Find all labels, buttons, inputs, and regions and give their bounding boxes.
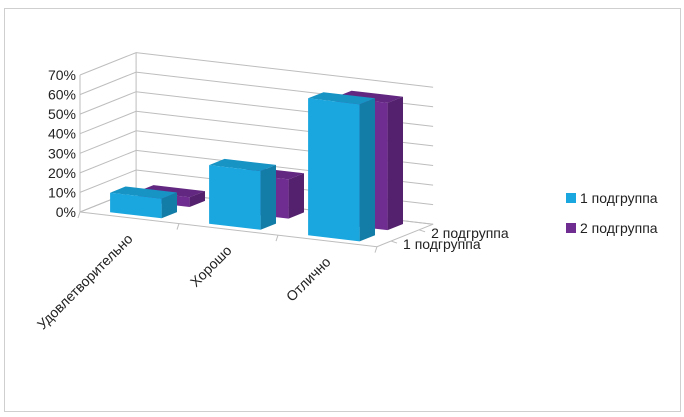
y-tick-label: 40% (48, 126, 76, 142)
bar-side (189, 191, 205, 207)
bar-side (387, 96, 403, 231)
bar-top (110, 186, 177, 199)
bar-top (308, 92, 375, 105)
x-tick-mark (77, 211, 81, 219)
bar-side (288, 173, 304, 219)
depth-axis-label: 1 подгруппа (403, 236, 481, 252)
depth-axis-label: 2 подгруппа (431, 225, 509, 241)
category-label: Удовлетворительно (34, 230, 136, 332)
bar-top (336, 90, 403, 103)
y-tick-label: 30% (48, 145, 76, 161)
legend-label: 1 подгруппа (580, 190, 658, 206)
depth-tick-mark (390, 240, 398, 244)
y-tick-label: 50% (48, 106, 76, 122)
bar-front (209, 165, 261, 230)
legend-swatch (566, 193, 576, 203)
y-tick-label: 20% (48, 165, 76, 181)
bar-side (161, 192, 177, 219)
x-tick-mark (275, 234, 279, 242)
y-tick-label: 60% (48, 87, 76, 103)
y-tick-label: 0% (56, 204, 76, 220)
legend-label: 2 подгруппа (580, 220, 658, 236)
x-tick-mark (374, 246, 378, 253)
bar-front (110, 192, 162, 219)
category-label: Отлично (283, 254, 334, 305)
category-label: Хорошо (187, 242, 235, 290)
y-tick-label: 10% (48, 184, 76, 200)
bar-side (260, 164, 276, 230)
x-tick-mark (176, 223, 180, 230)
legend-swatch (566, 223, 576, 233)
y-tick-label: 70% (48, 67, 76, 83)
gridline (79, 52, 434, 88)
bar-front (308, 98, 360, 242)
bar-side (359, 98, 375, 242)
depth-tick-mark (418, 229, 426, 233)
bar-top (209, 158, 276, 172)
bar-top (138, 185, 205, 198)
